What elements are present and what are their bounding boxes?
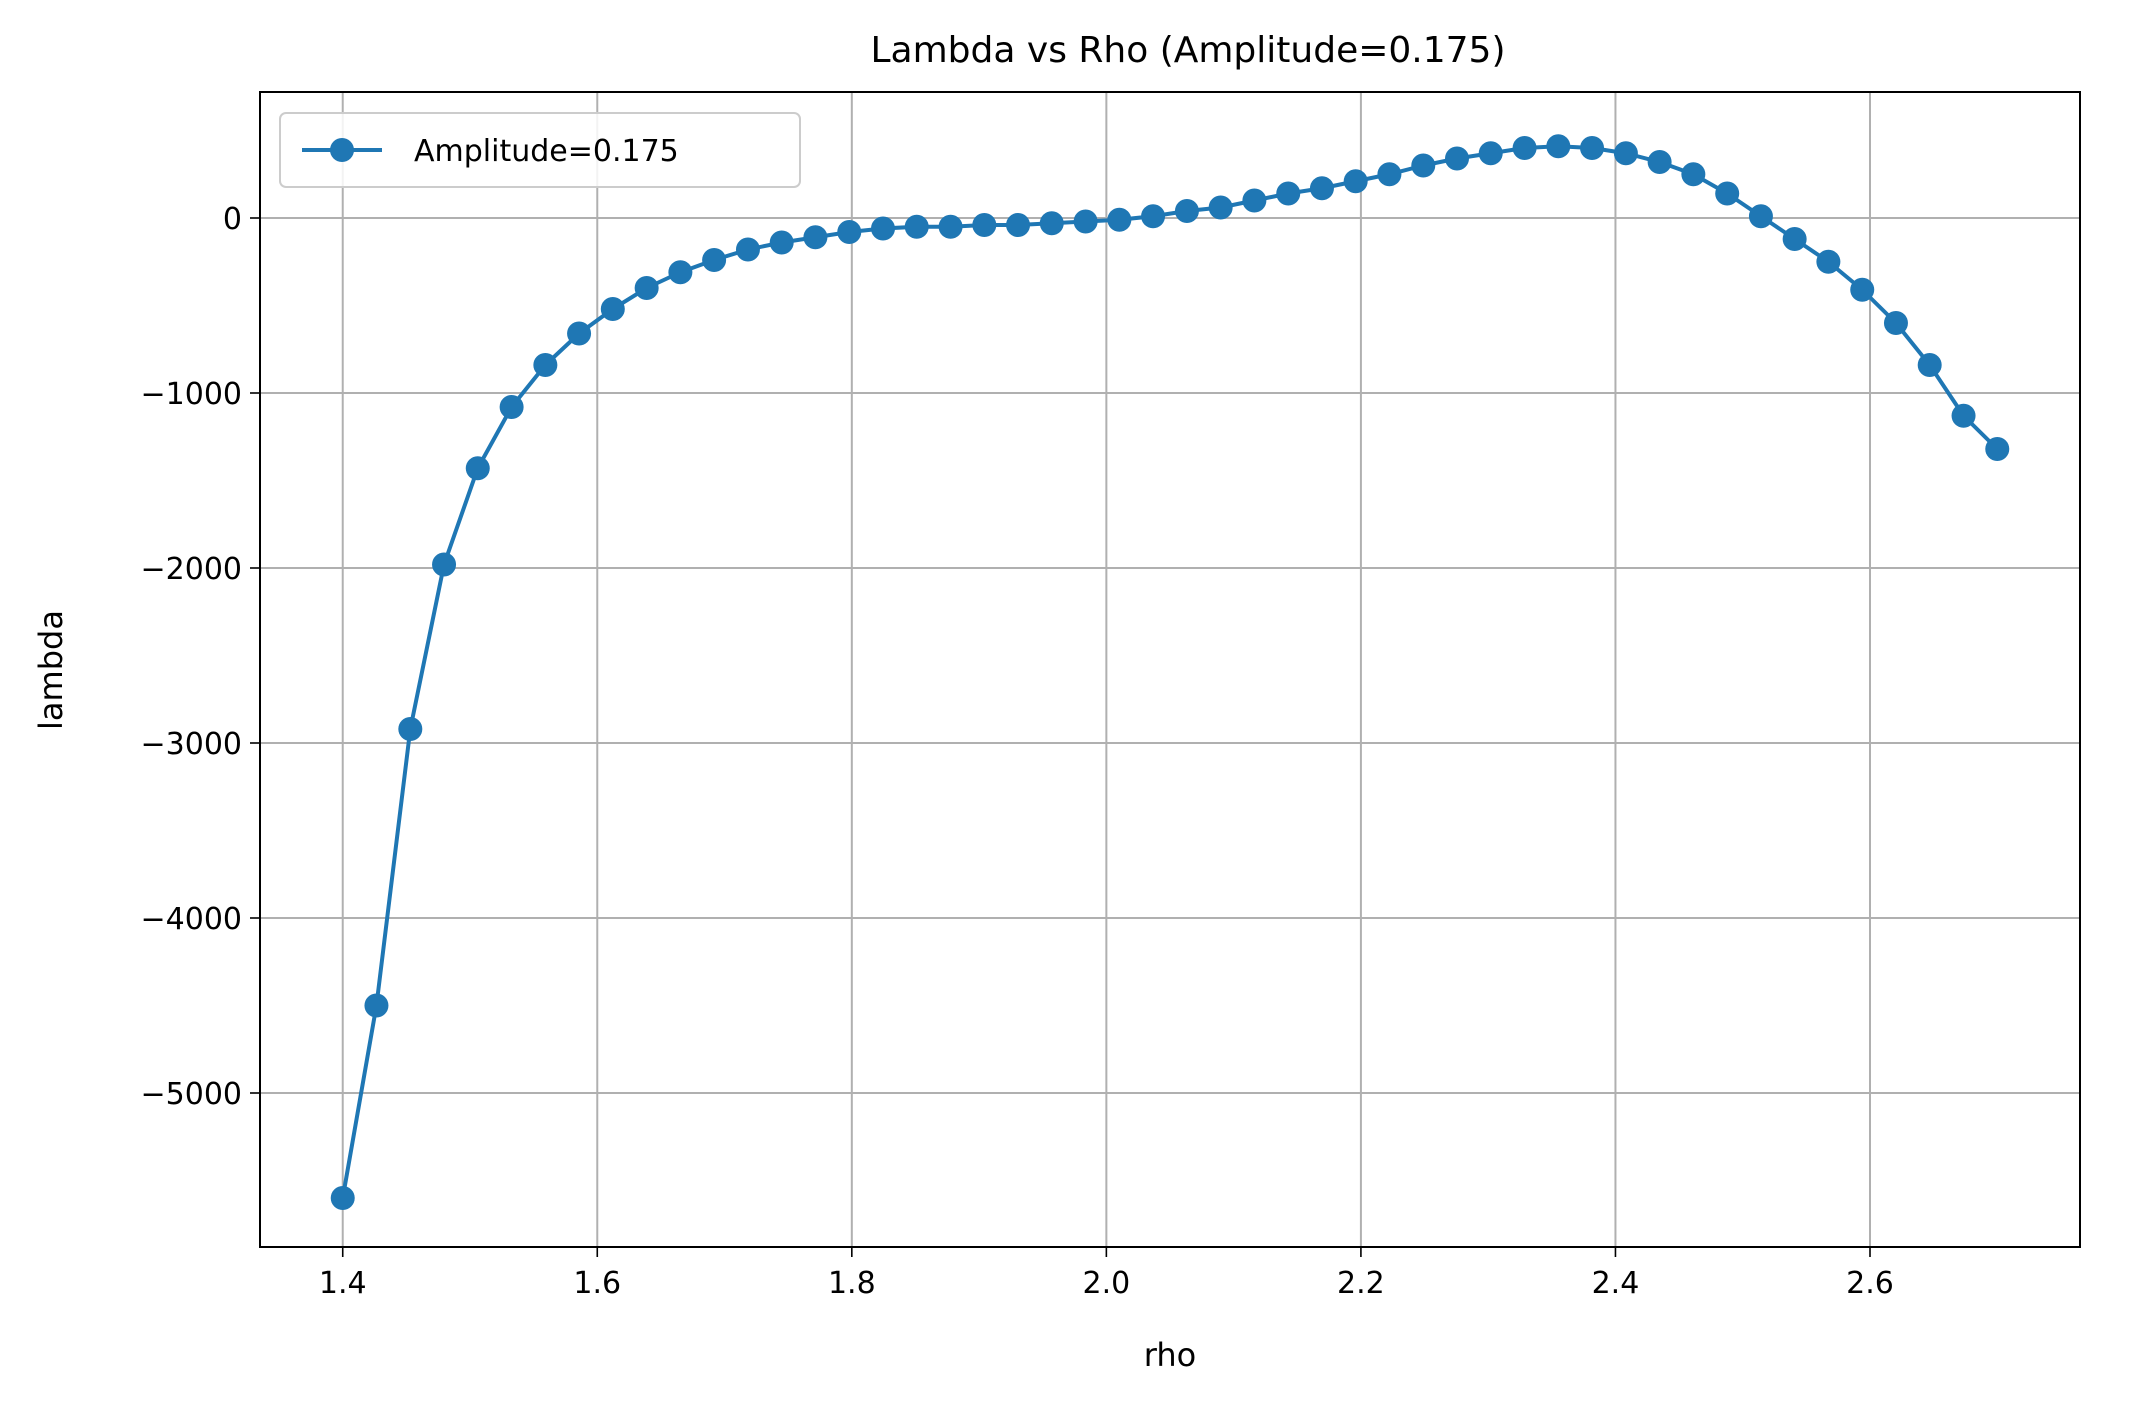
data-point — [1276, 181, 1301, 206]
data-point — [1039, 211, 1064, 236]
y-tick-label: −1000 — [141, 377, 242, 412]
legend: Amplitude=0.175 — [279, 112, 801, 188]
x-tick-label: 1.4 — [319, 1266, 367, 1301]
data-point — [1073, 209, 1098, 234]
data-point — [1377, 162, 1402, 187]
y-tick-label: −5000 — [141, 1077, 242, 1112]
data-point — [871, 216, 895, 241]
data-point — [938, 214, 963, 239]
x-tick-label: 2.4 — [1592, 1266, 1640, 1301]
data-point — [1985, 437, 2010, 461]
legend-box — [279, 112, 801, 188]
data-point — [1107, 207, 1132, 232]
x-tick-label: 1.8 — [828, 1266, 876, 1301]
axis-ticks: 1.4 1.6 1.8 2.0 2.2 2.4 2.6 0 −1000 −2000 −3000 −40… — [141, 202, 1894, 1301]
data-point — [1715, 181, 1740, 206]
data-point — [837, 220, 862, 244]
data-point — [533, 353, 558, 377]
legend-label: Amplitude=0.175 — [414, 134, 679, 169]
data-point — [330, 1186, 355, 1210]
y-tick-label: 0 — [223, 202, 242, 237]
data-point — [1883, 311, 1908, 335]
data-point — [1782, 227, 1807, 251]
data-point — [567, 321, 592, 346]
x-tick-label: 1.6 — [573, 1266, 621, 1301]
data-point — [1580, 136, 1605, 160]
data-point — [398, 717, 423, 741]
y-tick-label: −4000 — [141, 902, 242, 937]
data-point — [1951, 403, 1976, 428]
chart-title: Lambda vs Rho (Amplitude=0.175) — [871, 30, 1506, 71]
data-point — [1445, 146, 1469, 171]
data-point — [1850, 277, 1875, 302]
data-point — [499, 395, 524, 419]
data-point — [1647, 150, 1672, 174]
x-axis-label: rho — [1144, 1336, 1196, 1374]
data-point — [803, 225, 828, 250]
data-point — [1478, 141, 1503, 166]
data-point — [1208, 195, 1233, 220]
y-tick-label: −2000 — [141, 552, 242, 587]
x-tick-label: 2.6 — [1846, 1266, 1894, 1301]
plot-frame — [259, 91, 2081, 1248]
data-point — [465, 456, 490, 481]
data-point — [364, 993, 389, 1018]
data-point — [432, 552, 457, 577]
data-point — [972, 213, 997, 237]
y-tick-label: −3000 — [141, 727, 242, 762]
data-point — [634, 276, 659, 300]
x-tick-label: 2.0 — [1083, 1266, 1131, 1301]
data-point — [769, 230, 794, 255]
data-point — [904, 214, 929, 239]
data-point — [1174, 199, 1199, 223]
data-point — [1141, 204, 1166, 229]
series-layer — [330, 134, 2010, 1210]
grid — [260, 92, 2080, 1247]
data-point — [702, 248, 727, 272]
legend-marker-swatch — [330, 138, 354, 162]
data-point — [1681, 162, 1706, 187]
data-point — [735, 237, 760, 262]
data-point — [600, 297, 625, 321]
data-point — [1006, 213, 1031, 237]
data-point — [668, 260, 693, 285]
data-point — [1411, 153, 1436, 178]
data-point — [1242, 188, 1267, 213]
x-tick-label: 2.2 — [1337, 1266, 1385, 1301]
data-point — [1343, 169, 1368, 194]
data-point — [1309, 176, 1334, 201]
data-point — [1748, 204, 1773, 229]
data-point — [1512, 136, 1537, 160]
y-axis-label: lambda — [32, 610, 70, 730]
data-point — [1546, 134, 1571, 159]
data-point — [1613, 141, 1638, 166]
data-point — [1917, 353, 1942, 377]
data-point — [1816, 249, 1841, 274]
